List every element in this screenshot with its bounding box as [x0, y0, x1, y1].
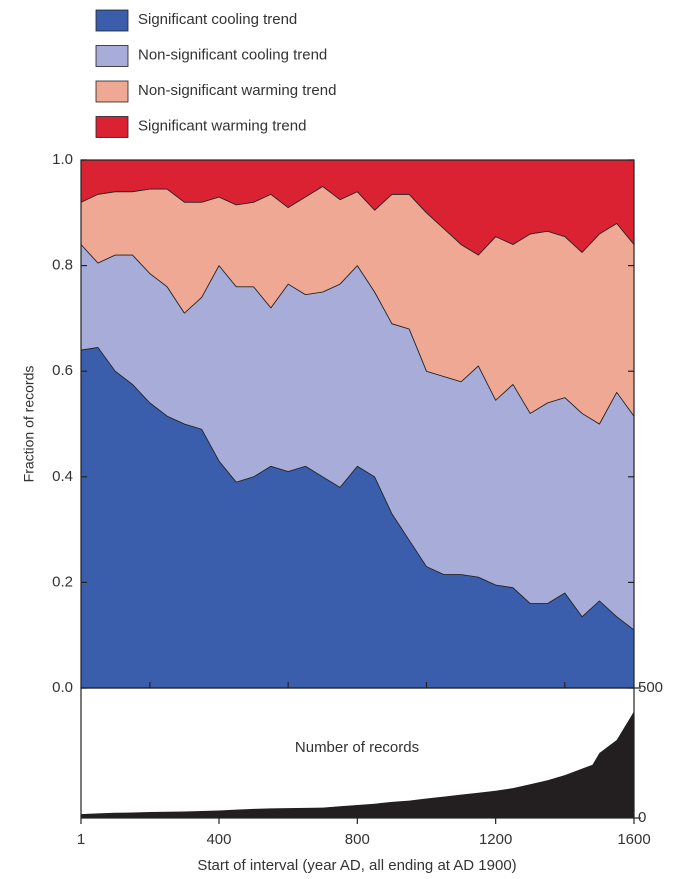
x-tick-label: 1200 [479, 831, 512, 848]
y-tick-label: 1.0 [52, 151, 73, 168]
legend-swatch [95, 116, 129, 138]
x-tick-label: 1 [77, 831, 85, 848]
legend-swatch [95, 9, 129, 32]
y-tick-label: 0.8 [52, 257, 73, 274]
annotation: Number of records [295, 739, 419, 756]
legend-label: Significant cooling trend [138, 11, 297, 28]
y-tick-label: 0.6 [52, 362, 73, 379]
y-tick-label: 0.0 [52, 679, 73, 696]
x-axis-label: Start of interval (year AD, all ending a… [197, 857, 516, 874]
y-axis-label: Fraction of records [21, 366, 37, 483]
y-tick-label: 500 [638, 679, 663, 696]
legend-label: Significant warming trend [138, 117, 306, 134]
x-tick-label: 1600 [617, 831, 650, 848]
y-tick-label: 0 [638, 809, 646, 826]
legend-label: Non-significant warming trend [138, 82, 336, 99]
legend-swatch [95, 80, 129, 103]
legend-label: Non-significant cooling trend [138, 46, 327, 63]
y-tick-label: 0.2 [52, 573, 73, 590]
y-tick-label: 0.4 [52, 468, 73, 485]
x-tick-label: 400 [206, 831, 231, 848]
x-tick-label: 800 [345, 831, 370, 848]
legend-swatch [95, 45, 129, 67]
area [81, 711, 634, 818]
